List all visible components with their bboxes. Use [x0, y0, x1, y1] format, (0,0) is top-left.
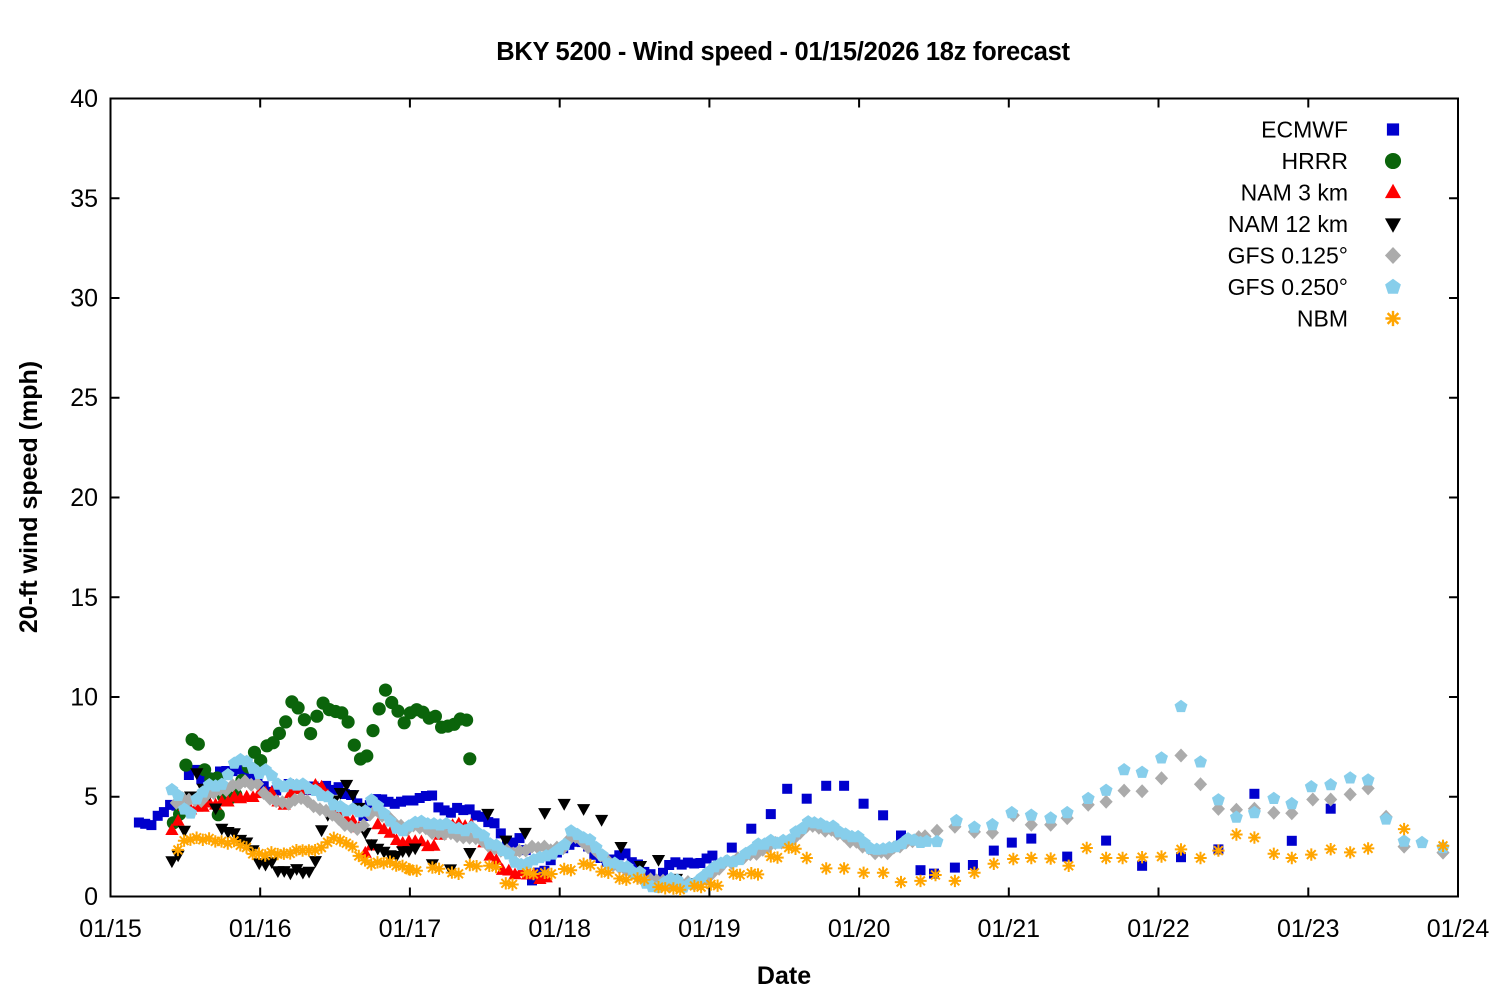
- svg-text:5: 5: [84, 783, 98, 811]
- svg-text:01/23: 01/23: [1277, 915, 1340, 943]
- svg-text:NAM 3 km: NAM 3 km: [1241, 180, 1348, 206]
- svg-text:0: 0: [84, 883, 98, 911]
- svg-text:BKY 5200 - Wind speed - 01/15/: BKY 5200 - Wind speed - 01/15/2026 18z f…: [496, 38, 1070, 66]
- svg-text:01/15: 01/15: [79, 915, 142, 943]
- svg-text:Date: Date: [757, 962, 811, 990]
- svg-text:15: 15: [70, 584, 98, 612]
- svg-text:01/17: 01/17: [379, 915, 442, 943]
- svg-text:01/20: 01/20: [828, 915, 891, 943]
- svg-text:ECMWF: ECMWF: [1261, 117, 1348, 143]
- svg-text:NBM: NBM: [1297, 306, 1348, 332]
- svg-text:10: 10: [70, 684, 98, 712]
- svg-text:01/24: 01/24: [1427, 915, 1490, 943]
- svg-text:40: 40: [70, 85, 98, 113]
- svg-text:HRRR: HRRR: [1282, 148, 1348, 174]
- svg-text:GFS 0.125°: GFS 0.125°: [1228, 243, 1348, 269]
- svg-text:30: 30: [70, 285, 98, 313]
- svg-text:01/16: 01/16: [229, 915, 292, 943]
- svg-text:GFS 0.250°: GFS 0.250°: [1228, 274, 1348, 300]
- svg-text:35: 35: [70, 185, 98, 213]
- svg-text:01/21: 01/21: [978, 915, 1041, 943]
- svg-text:NAM 12 km: NAM 12 km: [1228, 211, 1348, 237]
- svg-text:20: 20: [70, 484, 98, 512]
- svg-text:01/19: 01/19: [678, 915, 741, 943]
- svg-text:01/18: 01/18: [528, 915, 591, 943]
- svg-text:20-ft wind speed (mph): 20-ft wind speed (mph): [15, 361, 43, 633]
- svg-text:01/22: 01/22: [1127, 915, 1190, 943]
- svg-text:25: 25: [70, 384, 98, 412]
